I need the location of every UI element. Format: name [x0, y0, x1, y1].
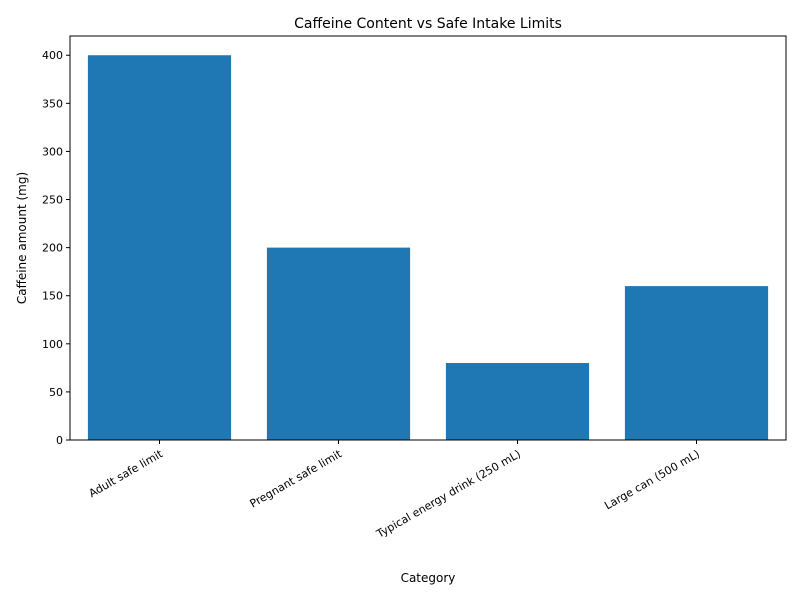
x-tick-label: Pregnant safe limit — [248, 447, 345, 510]
x-tick-label: Adult safe limit — [87, 447, 166, 500]
plot-frame — [69, 35, 787, 441]
y-tick-label: 50 — [49, 386, 63, 399]
x-axis-label: Category — [401, 571, 456, 585]
bar — [445, 363, 590, 440]
x-axis: Adult safe limit Pregnant safe limit Typic… — [87, 440, 702, 541]
y-tick-label: 100 — [42, 338, 63, 351]
y-tick-label: 300 — [42, 145, 63, 158]
bars-group — [87, 55, 769, 440]
y-tick-label: 200 — [42, 242, 63, 255]
chart-title: Caffeine Content vs Safe Intake Limits — [294, 16, 562, 32]
bar — [624, 286, 769, 440]
y-axis-label: Caffeine amount (mg) — [15, 172, 29, 304]
x-tick-label: Typical energy drink (250 mL) — [374, 447, 523, 541]
bar — [266, 247, 411, 440]
y-axis: 0 50 100 150 200 250 300 350 400 — [42, 49, 70, 447]
y-tick-label: 400 — [42, 49, 63, 62]
y-tick-label: 150 — [42, 290, 63, 303]
y-tick-label: 250 — [42, 194, 63, 207]
y-tick-label: 0 — [56, 434, 63, 447]
y-tick-label: 350 — [42, 97, 63, 110]
bar — [87, 55, 232, 440]
x-tick-label: Large can (500 mL) — [602, 447, 702, 512]
